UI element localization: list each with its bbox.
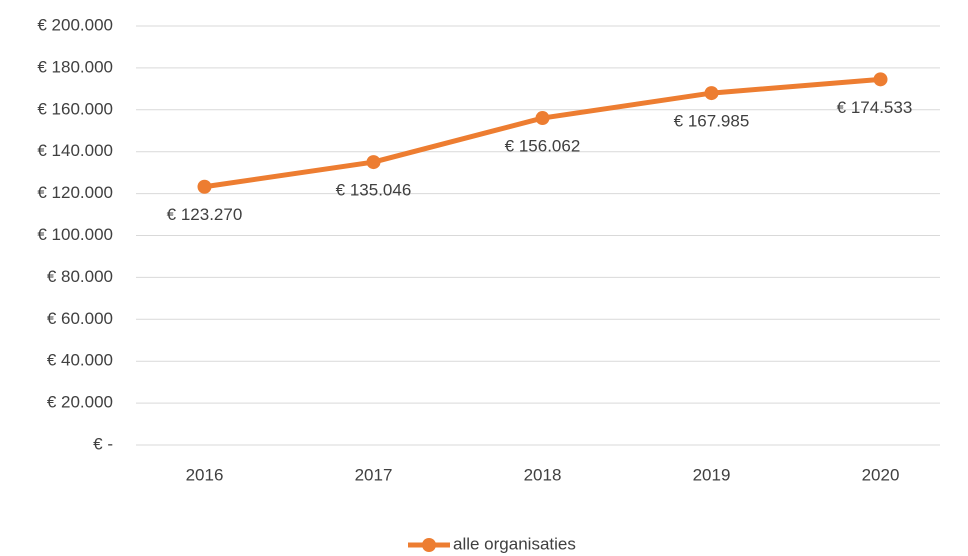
marker bbox=[366, 155, 381, 170]
y-tick-label: € 80.000 bbox=[47, 267, 113, 286]
y-tick-label: € 120.000 bbox=[37, 183, 113, 202]
marker bbox=[535, 111, 550, 126]
legend-marker bbox=[422, 538, 436, 552]
x-tick-label: 2020 bbox=[862, 465, 900, 484]
x-tick-label: 2016 bbox=[186, 465, 224, 484]
data-label: € 123.270 bbox=[167, 205, 243, 224]
y-tick-label: € 20.000 bbox=[47, 393, 113, 412]
data-label: € 156.062 bbox=[505, 137, 581, 156]
marker bbox=[704, 86, 719, 101]
y-tick-label: € 180.000 bbox=[37, 57, 113, 76]
y-tick-label: € 200.000 bbox=[37, 15, 113, 34]
y-tick-label: € 100.000 bbox=[37, 225, 113, 244]
line bbox=[202, 76, 883, 190]
data-label: € 167.985 bbox=[674, 112, 750, 131]
y-tick-label: € 160.000 bbox=[37, 99, 113, 118]
y-tick-label: € 60.000 bbox=[47, 309, 113, 328]
data-label: € 174.533 bbox=[837, 98, 913, 117]
x-tick-label: 2018 bbox=[524, 465, 562, 484]
y-tick-label: € 40.000 bbox=[47, 351, 113, 370]
x-tick-label: 2019 bbox=[693, 465, 731, 484]
y-tick-label: € - bbox=[93, 434, 113, 453]
x-tick-label: 2017 bbox=[355, 465, 393, 484]
legend-label: alle organisaties bbox=[453, 534, 576, 553]
marker bbox=[197, 179, 212, 194]
y-tick-label: € 140.000 bbox=[37, 141, 113, 160]
marker bbox=[873, 72, 888, 87]
data-label: € 135.046 bbox=[336, 181, 412, 200]
